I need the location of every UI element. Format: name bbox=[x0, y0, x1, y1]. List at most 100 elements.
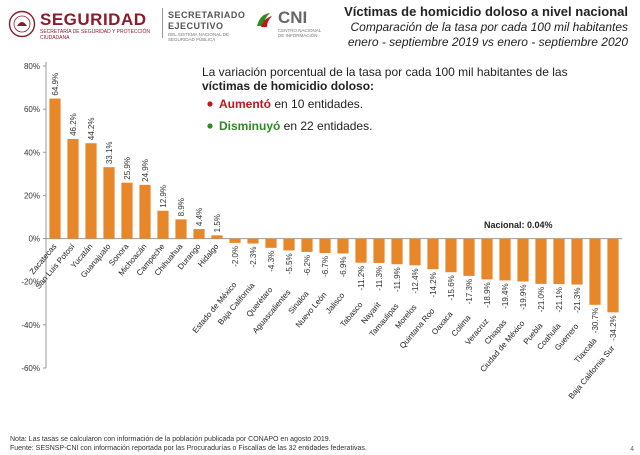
bar-value-label: -15.6% bbox=[447, 275, 456, 300]
bar bbox=[499, 238, 511, 281]
category-label: Jalisco bbox=[324, 291, 347, 316]
bar bbox=[355, 238, 367, 263]
bar bbox=[481, 238, 493, 280]
bar bbox=[607, 238, 619, 313]
page-subtitle-line1: Comparación de la tasa por cada 100 mil … bbox=[350, 20, 629, 34]
bar-value-label: -19.4% bbox=[501, 283, 510, 308]
bar bbox=[265, 238, 277, 248]
bar bbox=[211, 235, 223, 239]
y-tick-label: -20% bbox=[21, 278, 40, 287]
cni-logo: CNI CENTRO NACIONAL DE INFORMACIÓN bbox=[254, 8, 324, 42]
bar-value-label: -21.3% bbox=[573, 288, 582, 313]
bar-value-label: -30.7% bbox=[591, 308, 600, 333]
y-tick-label: 20% bbox=[24, 191, 40, 200]
bar-value-label: -21.1% bbox=[555, 287, 564, 312]
y-tick-label: 80% bbox=[24, 62, 40, 71]
annotation-decrease: Disminuyó en 22 entidades. bbox=[219, 119, 372, 133]
bar-value-label: 64.9% bbox=[51, 73, 60, 96]
seguridad-subtitle: SECRETARÍA DE SEGURIDAD Y PROTECCIÓN CIU… bbox=[40, 29, 151, 41]
bar-value-label: -6.2% bbox=[303, 255, 312, 276]
logo-divider bbox=[162, 8, 163, 38]
sesnsp-logo: SECRETARIADO EJECUTIVO DEL SISTEMA NACIO… bbox=[168, 8, 248, 42]
bar bbox=[517, 238, 529, 282]
cni-emblem-icon bbox=[257, 13, 272, 27]
bar bbox=[103, 167, 115, 239]
header: SEGURIDAD SECRETARÍA DE SEGURIDAD Y PROT… bbox=[0, 0, 640, 52]
bar bbox=[319, 238, 331, 254]
footer-source: Fuente: SESNSP-CNI con información repor… bbox=[10, 445, 367, 452]
bar-value-label: 24.9% bbox=[141, 159, 150, 182]
category-label: Baja California Sur bbox=[567, 344, 617, 401]
page-title: Víctimas de homicidio doloso a nivel nac… bbox=[344, 4, 628, 19]
bar bbox=[157, 210, 169, 239]
title-block: Víctimas de homicidio doloso a nivel nac… bbox=[344, 4, 628, 50]
bar bbox=[427, 238, 439, 270]
page-number: 4 bbox=[630, 446, 634, 453]
bar bbox=[121, 182, 133, 239]
bar-value-label: -19.9% bbox=[519, 284, 528, 309]
mexico-seal-icon bbox=[8, 10, 36, 38]
bar bbox=[589, 238, 601, 305]
bar bbox=[463, 238, 475, 276]
annotation-line2: víctimas de homicidio doloso: bbox=[202, 79, 374, 93]
decrease-bullet-icon bbox=[207, 123, 213, 129]
increase-bullet-icon bbox=[207, 101, 213, 107]
bar-value-label: -17.3% bbox=[465, 279, 474, 304]
bar bbox=[247, 238, 259, 244]
bar bbox=[49, 98, 61, 239]
bar-value-label: 4.4% bbox=[195, 208, 204, 226]
bar-value-label: -12.4% bbox=[411, 268, 420, 293]
category-label: Tabasco bbox=[338, 300, 364, 329]
bar bbox=[391, 238, 403, 265]
bar-value-label: -6.9% bbox=[339, 256, 348, 277]
bar-value-label: -4.3% bbox=[267, 251, 276, 272]
y-tick-label: -40% bbox=[21, 321, 40, 330]
bar bbox=[67, 138, 79, 239]
sesnsp-subtitle: DEL SISTEMA NACIONAL DE SEGURIDAD PÚBLIC… bbox=[168, 32, 229, 42]
y-tick-label: 60% bbox=[24, 105, 40, 114]
bar bbox=[175, 219, 187, 239]
footer: Nota: Las tasas se calcularon con inform… bbox=[10, 435, 367, 453]
bar-value-label: -2.0% bbox=[231, 246, 240, 267]
bar bbox=[193, 229, 205, 239]
annotation-increase-rest: en 10 entidades. bbox=[271, 97, 363, 111]
annotation-decrease-rest: en 22 entidades. bbox=[280, 119, 372, 133]
annotation-increase-strong: Aumentó bbox=[219, 97, 271, 111]
cni-title: CNI bbox=[278, 8, 308, 27]
bar-value-label: 8.9% bbox=[177, 198, 186, 216]
bar bbox=[571, 238, 583, 285]
bar-value-label: -21.0% bbox=[537, 287, 546, 312]
bar-value-label: -14.2% bbox=[429, 272, 438, 297]
bar-value-label: -2.3% bbox=[249, 247, 258, 268]
bar-value-label: 25.9% bbox=[123, 157, 132, 180]
bar-value-label: -11.3% bbox=[375, 266, 384, 291]
bar-value-label: -34.2% bbox=[609, 315, 618, 340]
y-tick-label: 40% bbox=[24, 148, 40, 157]
bar-value-label: 1.5% bbox=[213, 214, 222, 232]
sesnsp-title-line1: SECRETARIADO bbox=[168, 10, 246, 20]
bar bbox=[229, 238, 241, 243]
seguridad-logo: SEGURIDAD SECRETARÍA DE SEGURIDAD Y PROT… bbox=[8, 8, 160, 42]
footer-note: Nota: Las tasas se calcularon con inform… bbox=[10, 436, 331, 443]
bar-value-label: 33.1% bbox=[105, 141, 114, 164]
bar-value-label: -6.7% bbox=[321, 256, 330, 277]
bar-value-label: -18.9% bbox=[483, 282, 492, 307]
bar bbox=[85, 143, 97, 239]
bar-value-label: 12.9% bbox=[159, 185, 168, 208]
bar-chart: 80%60%40%20%0%-20%-40%-60% 64.9%Zacateca… bbox=[21, 62, 622, 401]
bar bbox=[535, 238, 547, 284]
y-tick-label: 0% bbox=[28, 235, 40, 244]
annotation-line1: La variación porcentual de la tasa por c… bbox=[202, 65, 568, 79]
bar bbox=[409, 238, 421, 266]
bar bbox=[553, 238, 565, 285]
bar-value-label: -5.5% bbox=[285, 253, 294, 274]
bar-value-label: 46.2% bbox=[69, 113, 78, 136]
cni-subtitle: CENTRO NACIONAL DE INFORMACIÓN bbox=[278, 28, 322, 38]
annotation-increase: Aumentó en 10 entidades. bbox=[219, 97, 363, 111]
bar-value-label: -11.2% bbox=[357, 266, 366, 291]
bar bbox=[373, 238, 385, 263]
annotation-decrease-strong: Disminuyó bbox=[219, 119, 280, 133]
bar bbox=[337, 238, 349, 254]
bar bbox=[445, 238, 457, 273]
bar bbox=[301, 238, 313, 252]
